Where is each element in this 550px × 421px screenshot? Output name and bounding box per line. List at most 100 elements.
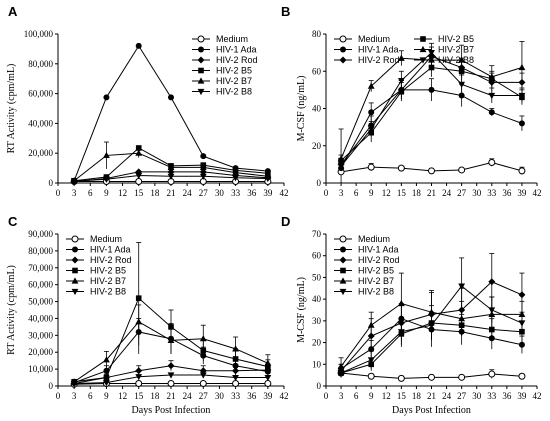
data-point-medium bbox=[488, 370, 496, 378]
data-point-hiv-2-b8 bbox=[488, 92, 496, 100]
legend-marker-hiv-2-b8 bbox=[419, 57, 427, 64]
data-point-hiv-1-ada bbox=[135, 42, 142, 49]
x-tick-label: 3 bbox=[339, 391, 344, 401]
data-point-hiv-2-b5 bbox=[200, 347, 207, 354]
data-point-hiv-2-b7 bbox=[167, 336, 175, 343]
legend-label: HIV-2 Rod bbox=[358, 55, 400, 65]
data-point-hiv-1-ada bbox=[103, 367, 110, 374]
y-axis-label: M-CSF (ng/mL) bbox=[296, 277, 307, 343]
data-point-hiv-2-b7 bbox=[337, 155, 345, 162]
y-tick-label: 60 bbox=[312, 251, 322, 261]
legend-label: Medium bbox=[358, 234, 390, 244]
x-tick-label: 42 bbox=[280, 188, 289, 198]
data-point-hiv-2-b7 bbox=[337, 362, 345, 370]
x-tick-label: 27 bbox=[199, 188, 209, 198]
x-tick-label: 24 bbox=[183, 391, 193, 401]
y-tick-label: 20,000 bbox=[28, 347, 53, 357]
x-tick-label: 0 bbox=[324, 391, 329, 401]
legend-marker-medium bbox=[339, 235, 347, 243]
x-tick-label: 36 bbox=[247, 391, 257, 401]
y-tick-label: 0 bbox=[317, 381, 322, 391]
x-axis-label: Days Post Infection bbox=[132, 405, 211, 416]
x-tick-label: 33 bbox=[231, 188, 241, 198]
x-tick-label: 3 bbox=[339, 188, 344, 198]
legend-marker-hiv-2-rod bbox=[339, 56, 347, 64]
data-point-hiv-1-ada bbox=[488, 335, 495, 342]
x-tick-label: 39 bbox=[263, 391, 273, 401]
legend-marker-hiv-2-b5 bbox=[340, 267, 346, 274]
y-axis-label: RT Activity (cpm/mL) bbox=[6, 64, 17, 154]
data-point-hiv-2-b8 bbox=[488, 307, 496, 314]
legend-label: HIV-2 B5 bbox=[438, 34, 474, 44]
y-tick-label: 80,000 bbox=[28, 59, 53, 69]
data-point-hiv-1-ada bbox=[428, 326, 435, 333]
data-point-hiv-2-rod bbox=[232, 367, 240, 375]
panel-d: D0 3 6 9 12 15 18 21 24 27 30 33 36 39 420102030405060… bbox=[281, 214, 542, 416]
data-point-hiv-2-b7 bbox=[397, 54, 405, 61]
x-tick-label: 21 bbox=[427, 188, 436, 198]
y-tick-label: 0 bbox=[49, 381, 54, 391]
y-tick-label: 80 bbox=[312, 29, 322, 39]
data-point-hiv-2-b7 bbox=[135, 318, 143, 325]
legend-label: HIV-2 B8 bbox=[358, 287, 394, 297]
panel-letter: B bbox=[281, 4, 290, 19]
x-tick-label: 36 bbox=[247, 188, 257, 198]
x-tick-label: 24 bbox=[442, 391, 452, 401]
data-point-hiv-1-ada bbox=[458, 328, 465, 335]
legend-label: HIV-2 B8 bbox=[216, 87, 252, 97]
x-tick-label: 9 bbox=[104, 391, 109, 401]
x-tick-label: 18 bbox=[150, 188, 160, 198]
x-tick-label: 6 bbox=[88, 188, 93, 198]
y-tick-label: 0 bbox=[49, 178, 54, 188]
data-point-hiv-2-b7 bbox=[367, 82, 375, 89]
data-point-hiv-1-ada bbox=[458, 92, 465, 99]
x-tick-label: 42 bbox=[533, 391, 542, 401]
data-point-hiv-2-b8 bbox=[397, 329, 405, 336]
panel-a: A0 3 6 9 12 15 18 21 24 27 30 33 36 39 42020,00040,000… bbox=[6, 4, 289, 198]
legend-marker-hiv-2-b8 bbox=[71, 288, 79, 296]
data-point-hiv-2-b5 bbox=[368, 361, 375, 368]
data-point-medium bbox=[518, 167, 526, 175]
data-point-hiv-2-rod bbox=[458, 306, 466, 314]
data-point-hiv-2-rod bbox=[135, 367, 143, 375]
data-point-hiv-1-ada bbox=[518, 341, 525, 348]
data-point-hiv-2-b8 bbox=[135, 172, 143, 180]
data-point-medium bbox=[458, 373, 466, 381]
data-point-medium bbox=[458, 166, 466, 174]
data-point-hiv-2-b7 bbox=[232, 168, 239, 176]
data-point-hiv-2-b7 bbox=[458, 315, 466, 322]
x-tick-label: 0 bbox=[56, 188, 61, 198]
data-point-hiv-2-b8 bbox=[103, 176, 110, 183]
legend-label: HIV-2 B7 bbox=[438, 45, 474, 55]
x-tick-label: 24 bbox=[183, 188, 193, 198]
data-point-hiv-2-b8 bbox=[167, 173, 175, 180]
data-point-hiv-2-b8 bbox=[70, 178, 78, 185]
data-point-hiv-2-rod bbox=[518, 291, 526, 299]
y-tick-label: 70 bbox=[312, 229, 322, 239]
y-tick-label: 60,000 bbox=[28, 280, 53, 290]
legend-label: HIV-1 Ada bbox=[216, 45, 257, 55]
y-tick-label: 30,000 bbox=[28, 330, 53, 340]
legend-label: HIV-1 Ada bbox=[358, 45, 399, 55]
data-point-medium bbox=[232, 379, 240, 387]
data-point-hiv-2-b8 bbox=[337, 370, 345, 377]
panel-b: B0 3 6 9 12 15 18 21 24 27 30 33 36 39 42020406080M-CS… bbox=[281, 4, 542, 198]
x-tick-label: 15 bbox=[397, 391, 407, 401]
data-point-hiv-2-b7 bbox=[428, 308, 435, 315]
legend-label: HIV-2 B8 bbox=[438, 55, 474, 65]
legend-label: HIV-2 Rod bbox=[358, 255, 400, 265]
data-point-hiv-2-b8 bbox=[367, 357, 375, 364]
data-point-hiv-2-b5 bbox=[135, 295, 142, 301]
y-tick-label: 0 bbox=[317, 178, 322, 188]
data-point-hiv-2-b5 bbox=[398, 88, 405, 95]
x-tick-label: 42 bbox=[533, 188, 542, 198]
data-point-hiv-2-b8 bbox=[428, 50, 435, 57]
data-point-hiv-2-b7 bbox=[458, 56, 466, 63]
y-tick-label: 20,000 bbox=[28, 148, 53, 158]
x-tick-label: 39 bbox=[263, 188, 273, 198]
panel-letter: A bbox=[8, 4, 18, 19]
x-tick-label: 12 bbox=[118, 391, 127, 401]
legend-marker-hiv-2-b7 bbox=[71, 277, 79, 284]
x-tick-label: 15 bbox=[134, 188, 144, 198]
